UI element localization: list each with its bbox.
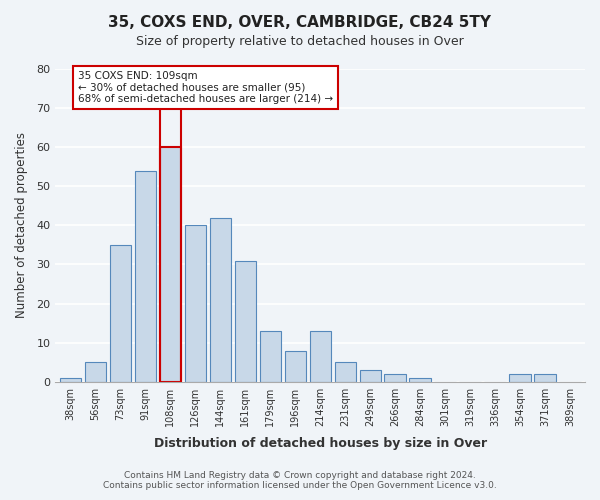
Bar <box>134 170 156 382</box>
Y-axis label: Number of detached properties: Number of detached properties <box>15 132 28 318</box>
Bar <box>110 245 131 382</box>
Text: Size of property relative to detached houses in Over: Size of property relative to detached ho… <box>136 35 464 48</box>
X-axis label: Distribution of detached houses by size in Over: Distribution of detached houses by size … <box>154 437 487 450</box>
Bar <box>260 331 281 382</box>
Text: 35, COXS END, OVER, CAMBRIDGE, CB24 5TY: 35, COXS END, OVER, CAMBRIDGE, CB24 5TY <box>109 15 491 30</box>
Bar <box>284 350 306 382</box>
Bar <box>160 147 181 382</box>
Bar <box>385 374 406 382</box>
Bar <box>535 374 556 382</box>
Bar <box>235 260 256 382</box>
Bar <box>310 331 331 382</box>
Bar <box>59 378 81 382</box>
Bar <box>359 370 381 382</box>
Bar <box>335 362 356 382</box>
Bar <box>509 374 530 382</box>
Bar <box>409 378 431 382</box>
Bar <box>209 218 231 382</box>
Bar <box>185 226 206 382</box>
Text: Contains HM Land Registry data © Crown copyright and database right 2024.
Contai: Contains HM Land Registry data © Crown c… <box>103 470 497 490</box>
Text: 35 COXS END: 109sqm
← 30% of detached houses are smaller (95)
68% of semi-detach: 35 COXS END: 109sqm ← 30% of detached ho… <box>78 71 333 104</box>
Bar <box>85 362 106 382</box>
